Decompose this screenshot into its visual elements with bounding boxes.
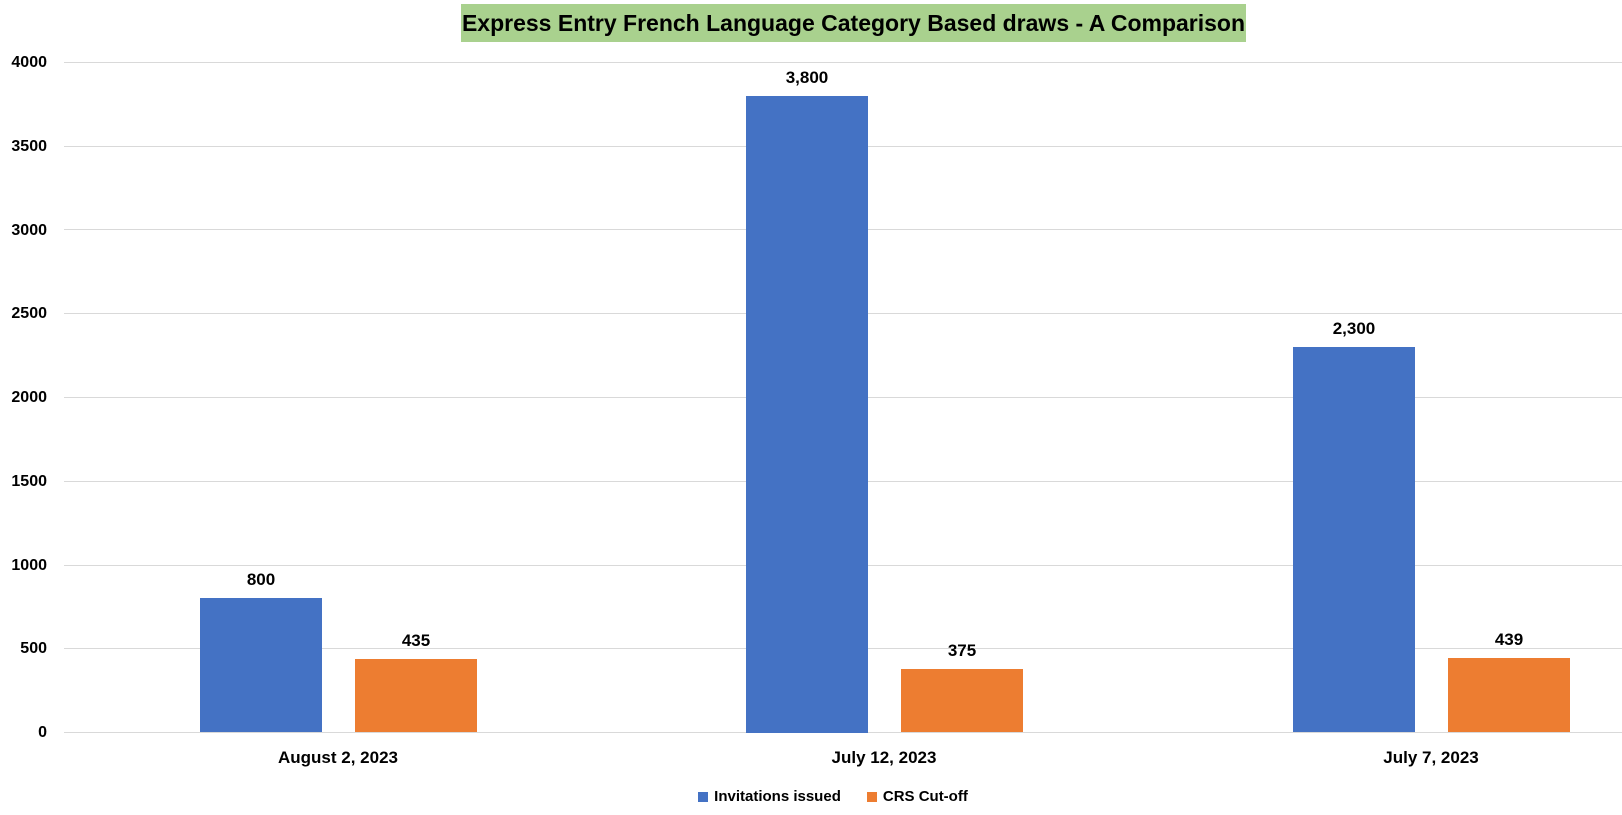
y-tick-label: 2000	[11, 389, 47, 406]
x-category-label: August 2, 2023	[278, 748, 398, 767]
bar-invitations[interactable]	[200, 598, 322, 732]
y-tick-label: 3000	[11, 221, 47, 239]
chart-title: Express Entry French Language Category B…	[461, 4, 1246, 42]
legend-item-invitations[interactable]: Invitations issued	[698, 788, 841, 805]
y-tick-label: 4000	[11, 54, 47, 71]
bar-crs-cutoff[interactable]	[1448, 658, 1570, 732]
legend-label: Invitations issued	[714, 788, 841, 805]
x-category-label: July 12, 2023	[831, 748, 937, 767]
data-label: 439	[1494, 630, 1524, 649]
bar-invitations[interactable]	[1293, 347, 1415, 732]
bar-invitations[interactable]	[746, 96, 868, 733]
legend-swatch-blue-icon	[698, 791, 709, 802]
legend-label: CRS Cut-off	[882, 788, 968, 805]
legend: Invitations issued CRS Cut-off	[22, 788, 1622, 805]
y-tick-label: 2500	[11, 305, 47, 323]
data-label: 2,300	[1332, 319, 1376, 338]
gridline	[64, 62, 1622, 63]
legend-item-crs-cutoff[interactable]: CRS Cut-off	[866, 788, 968, 805]
y-tick-label: 1500	[11, 472, 47, 490]
y-tick-label: 1000	[11, 556, 47, 574]
data-label: 800	[246, 570, 276, 589]
data-label: 375	[947, 641, 977, 660]
y-tick-label: 500	[20, 640, 47, 658]
y-tick-label: 0	[38, 724, 47, 741]
y-tick-label: 3500	[11, 137, 47, 155]
data-label: 3,800	[785, 68, 829, 87]
legend-swatch-orange-icon	[866, 791, 877, 802]
bar-crs-cutoff[interactable]	[355, 659, 477, 732]
data-label: 435	[401, 631, 431, 650]
x-category-label: July 7, 2023	[1383, 748, 1479, 767]
bar-crs-cutoff[interactable]	[901, 669, 1023, 732]
